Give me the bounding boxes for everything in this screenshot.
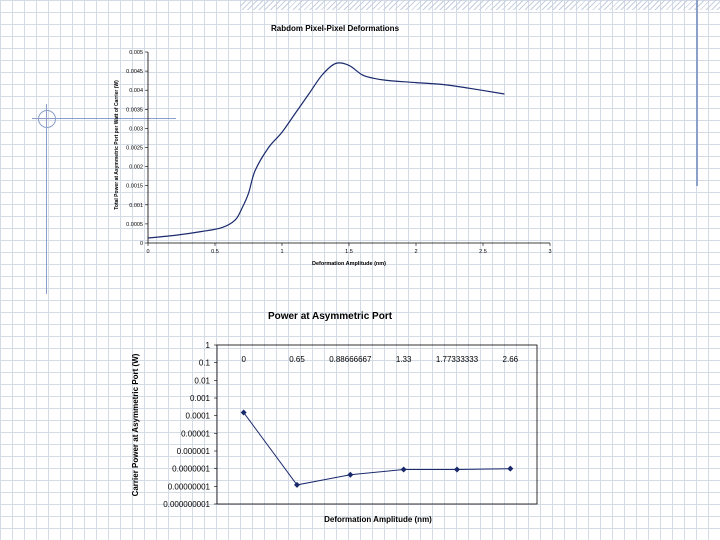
chart1-title: Rabdom Pixel-Pixel Deformations xyxy=(271,24,400,33)
chart2-axes xyxy=(214,344,538,505)
chart1-y-tick-label: 0.0025 xyxy=(126,146,143,152)
chart2-y-tick-label: 1 xyxy=(206,341,211,350)
chart2-data-point xyxy=(240,409,247,416)
chart1-x-tick-label: 1 xyxy=(280,249,283,255)
chart1-y-tick-label: 0.0015 xyxy=(126,184,143,190)
chart1-x-tick-label: 2 xyxy=(414,249,417,255)
chart2-category-label: 1.33 xyxy=(396,355,412,364)
chart2-plot-frame xyxy=(216,344,538,505)
chart2-y-tick-label: 0.000001 xyxy=(177,447,211,456)
chart2-series-line xyxy=(243,412,511,486)
chart1-y-tick-label: 0.004 xyxy=(129,88,143,94)
chart2-category-label: 1.77333333 xyxy=(436,355,479,364)
chart-asymmetric-port: Power at Asymmetric Port Deformation Amp… xyxy=(131,311,538,524)
chart2-category-labels: 0 0.65 0.88666667 1.33 1.77333333 2.66 xyxy=(241,355,518,364)
chart2-y-tick-label: 0.0000001 xyxy=(172,465,210,474)
chart1-x-axis-label: Deformation Amplitude (nm) xyxy=(312,261,386,267)
chart1-y-tick-label: 0.002 xyxy=(129,165,143,171)
chart1-y-tick-label: 0.0005 xyxy=(126,222,143,228)
chart2-category-label: 2.66 xyxy=(503,355,519,364)
chart2-data-point xyxy=(400,466,407,473)
decorative-horizontal-rule xyxy=(32,118,176,119)
chart2-tick-labels: 1 0.1 0.01 0.001 0.0001 0.00001 0.000001 0.0000… xyxy=(163,341,210,509)
decorative-circle xyxy=(38,110,56,128)
chart1-y-tick-label: 0 xyxy=(140,241,143,247)
chart1-y-tick-label: 0.0045 xyxy=(126,69,143,75)
chart2-title: Power at Asymmetric Port xyxy=(268,311,393,322)
chart1-x-tick-label: 3 xyxy=(548,249,551,255)
chart2-data-point xyxy=(294,481,300,488)
chart1-x-tick-label: 2.5 xyxy=(479,249,487,255)
chart1-y-tick-label: 0.005 xyxy=(129,50,143,56)
decorative-vertical-rule xyxy=(46,104,47,294)
chart2-data-point xyxy=(347,471,354,478)
chart1-axes xyxy=(145,51,551,246)
chart1-series xyxy=(147,62,505,239)
chart2-category-label: 0.88666667 xyxy=(329,355,372,364)
chart2-y-axis-label: Carrier Power at Asymmetric Port (W) xyxy=(131,353,140,496)
chart2-category-label: 0.65 xyxy=(289,355,305,364)
chart1-series-line xyxy=(147,62,505,239)
chart1-tick-labels: 0 0.5 1 1.5 2 2.5 3 0 0.0005 0.001 0.0015 0.002 0.00… xyxy=(126,50,551,255)
chart1-x-tick-label: 0.5 xyxy=(211,249,219,255)
chart2-y-tick-label: 0.000000001 xyxy=(163,500,210,509)
chart2-x-axis-label: Deformation Amplitude (nm) xyxy=(324,515,432,524)
chart2-data-point xyxy=(507,465,514,472)
chart1-x-tick-label: 0 xyxy=(146,249,149,255)
chart2-series xyxy=(240,409,514,488)
chart1-x-tick-label: 1.5 xyxy=(345,249,353,255)
chart2-y-tick-label: 0.0001 xyxy=(186,412,211,421)
chart2-y-tick-label: 0.01 xyxy=(194,376,210,385)
chart2-data-point xyxy=(454,466,460,473)
chart2-category-label: 0 xyxy=(241,355,246,364)
chart2-y-tick-label: 0.1 xyxy=(199,359,211,368)
header-hatch-band xyxy=(240,0,720,10)
chart2-y-tick-label: 0.00000001 xyxy=(168,482,211,491)
chart1-y-axis-label: Total Power at Asymmetric Port per Watt … xyxy=(114,80,120,210)
decorative-right-rule xyxy=(696,0,698,186)
chart1-y-tick-label: 0.001 xyxy=(129,203,143,209)
chart2-y-tick-label: 0.00001 xyxy=(181,429,210,438)
chart1-y-tick-label: 0.003 xyxy=(129,126,143,132)
chart2-y-tick-label: 0.001 xyxy=(190,394,211,403)
chart-deformations: Rabdom Pixel-Pixel Deformations Deformat… xyxy=(114,24,552,267)
chart1-y-tick-label: 0.0035 xyxy=(126,107,143,113)
